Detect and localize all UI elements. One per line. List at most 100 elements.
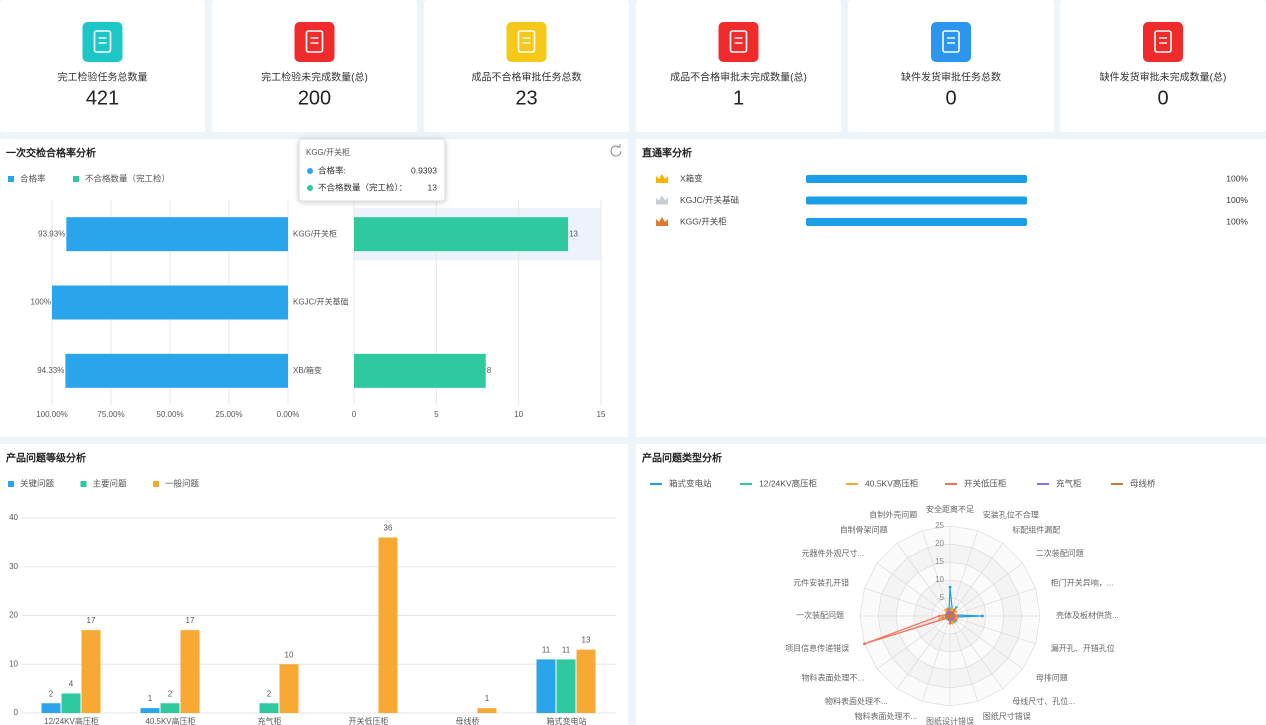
value-label: 13 [582,636,591,645]
kpi-card [212,0,417,132]
bar[interactable] [354,217,569,252]
bar[interactable] [140,708,160,713]
x-tick-label: 50.00% [156,410,183,419]
rank-name: KGJC/开关基础 [680,195,739,205]
bar[interactable] [160,703,180,713]
radar-point [952,608,956,612]
legend-label[interactable]: 开关低压柜 [964,478,1007,488]
radar-axis [896,542,951,617]
radar-point [949,611,953,614]
bar[interactable] [556,659,576,713]
kpi-label: 完工检验任务总数量 [58,71,148,84]
bar[interactable] [52,285,288,320]
legend-swatch [153,481,159,487]
legend-label[interactable]: 关键问题 [20,478,55,488]
indicator-label: 图纸尺寸错误 [983,711,1031,721]
bar[interactable] [279,664,299,713]
bar[interactable] [81,630,101,713]
kpi-icon-glyph [305,30,324,53]
bar[interactable] [61,693,81,714]
kpi-card [1060,0,1266,132]
refresh-icon[interactable] [610,144,622,157]
bar[interactable] [259,703,279,713]
indicator-label: 物料表面处理不... [855,711,918,721]
panel-title: 产品问题类型分析 [642,452,722,465]
bar[interactable] [378,537,398,714]
value-label: 2 [267,689,272,698]
x-tick-label: 0.00% [277,410,300,419]
legend-label[interactable]: 不合格数量（完工检） [85,173,170,183]
kpi-icon-glyph [517,30,536,53]
radar-point [937,614,941,618]
x-tick-label: 充气柜 [258,716,282,725]
value-label: 17 [87,616,96,625]
radar-axis [949,615,1036,645]
tooltip-dot [307,185,313,191]
radar-point [952,613,955,617]
radar-point [945,613,948,617]
bar[interactable] [354,353,486,388]
radar-axis [949,615,979,702]
indicator-label: 物料表面处理不... [825,696,888,706]
bar[interactable] [65,353,289,388]
kpi-icon [82,22,123,62]
kpi-icon [718,22,759,62]
legend-label[interactable]: 40.5KV高压柜 [865,478,919,488]
y-tick-label: 10 [9,659,18,668]
radar-axis [949,587,1036,617]
legend-label[interactable]: 主要问题 [93,478,128,488]
panel-title: 直通率分析 [642,147,692,160]
x-tick-label: 75.00% [97,410,124,419]
x-tick-label: 母线桥 [456,716,480,725]
legend-label[interactable]: 充气柜 [1056,478,1082,488]
progress-bar [806,218,1027,226]
value-label: 93.93% [38,229,65,238]
y-tick-label: 30 [9,562,18,571]
legend-label[interactable]: 合格率 [20,173,46,183]
radar-point [951,616,955,620]
legend-label[interactable]: 箱式变电站 [669,478,712,488]
kpi-value: 421 [86,87,119,109]
panel [0,444,628,725]
value-label: 4 [69,680,74,689]
tooltip-title: KGG/开关柜 [306,147,350,157]
value-label: 1 [485,694,490,703]
radar-point [947,611,951,614]
x-tick-label: 箱式变电站 [547,716,587,725]
legend-label[interactable]: 母线桥 [1130,478,1156,488]
bar[interactable] [41,703,61,713]
indicator-label: 二次装配问题 [1036,548,1084,558]
indicator-label: 安全距离不足 [926,504,974,514]
y-tick-label: 20 [9,611,18,620]
bar[interactable] [576,649,596,713]
tooltip [298,138,446,202]
value-label: 8 [487,366,492,375]
radar-axis [876,562,951,617]
legend-label[interactable]: 12/24KV高压柜 [759,478,818,488]
indicator-label: 物料表面处理不... [802,672,865,682]
legend-swatch [80,481,87,487]
tooltip-value: 13 [428,182,438,192]
radar-axis [949,542,1004,617]
bar[interactable] [180,630,200,713]
rank-name: KGG/开关柜 [680,216,727,226]
legend-swatch [73,176,79,182]
value-label: 100% [1226,195,1248,205]
radar-axis [921,530,951,617]
bar[interactable] [477,708,497,713]
x2-tick-label: 15 [597,410,606,419]
kpi-value: 23 [515,87,537,109]
kpi-label: 成品不合格审批任务总数 [472,71,582,84]
radar-point [955,614,959,618]
x-tick-label: 25.00% [215,410,242,419]
y-tick-label: 0 [14,708,19,717]
indicator-label: 元器件外观尺寸... [802,548,865,558]
value-label: 94.33% [37,366,64,375]
bar[interactable] [536,659,556,713]
radar-point [954,618,958,622]
legend-label[interactable]: 一般问题 [165,478,200,488]
indicator-label: 自制外壳问题 [869,509,917,519]
indicator-label: 一次装配问题 [796,610,844,620]
indicator-label: 标配组件漏配 [1012,524,1060,534]
bar[interactable] [66,217,289,252]
